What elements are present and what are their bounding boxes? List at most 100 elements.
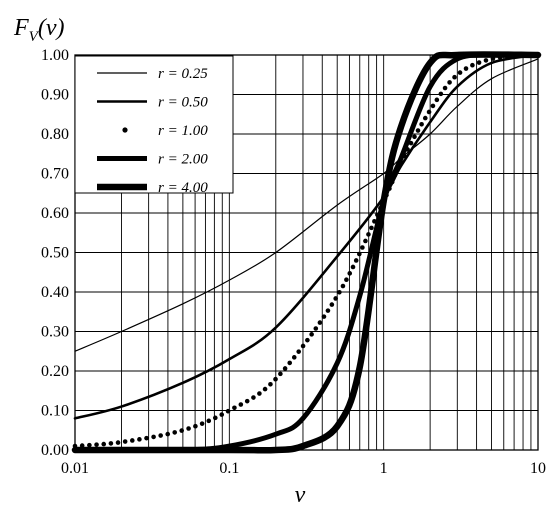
data-point — [321, 314, 327, 319]
data-point — [172, 430, 178, 435]
legend-label: r = 0.25 — [158, 66, 208, 82]
data-point — [232, 405, 237, 411]
data-point — [122, 439, 128, 444]
data-point — [430, 103, 436, 109]
data-point — [309, 332, 314, 337]
data-point — [447, 80, 452, 85]
data-point — [369, 225, 374, 231]
data-point — [79, 443, 85, 448]
data-point — [94, 442, 99, 447]
y-tick-label: 0.30 — [41, 324, 69, 341]
y-axis-ticks: 0.00 0.10 0.20 0.30 0.40 0.50 0.60 0.70 0.80 0.90… — [41, 47, 69, 459]
x-tick-label: 10 — [530, 460, 546, 477]
y-tick-label: 0.70 — [41, 166, 69, 183]
data-point — [452, 74, 457, 80]
y-axis-title-sub: V — [29, 29, 40, 45]
data-point — [108, 441, 114, 446]
data-point — [101, 441, 107, 447]
data-point — [212, 415, 218, 421]
data-point — [186, 426, 191, 431]
data-point — [244, 398, 250, 404]
y-tick-label: 0.10 — [41, 403, 69, 420]
legend-item: r = 4.00 — [97, 180, 208, 196]
y-tick-label: 0.20 — [41, 363, 69, 380]
y-tick-label: 0.00 — [41, 442, 69, 459]
legend-label: r = 0.50 — [158, 95, 208, 111]
data-point — [426, 109, 432, 115]
x-tick-label: 1 — [380, 460, 388, 477]
legend-label: r = 1.00 — [158, 123, 208, 139]
legend-box — [74, 55, 234, 194]
legend: r = 0.25 r = 0.50 r = 1.00 r = 2.00 r = 4.00 — [74, 55, 234, 196]
legend-label: r = 2.00 — [158, 152, 208, 168]
data-point — [340, 283, 346, 289]
y-tick-label: 1.00 — [41, 47, 69, 64]
data-point — [193, 423, 198, 429]
data-point — [158, 433, 163, 438]
y-tick-label: 0.90 — [41, 87, 69, 104]
data-point — [257, 391, 262, 396]
y-tick-label: 0.80 — [41, 126, 69, 143]
x-tick-label: 0.1 — [219, 460, 239, 477]
data-point — [353, 258, 359, 263]
series-r-0-25-line — [74, 58, 539, 352]
legend-swatch — [122, 127, 128, 133]
data-point — [87, 442, 92, 448]
data-point — [137, 437, 142, 442]
data-point — [268, 381, 273, 387]
data-point — [151, 434, 156, 440]
data-point — [412, 134, 417, 140]
y-axis-title-tail: (v) — [38, 15, 65, 41]
data-point — [415, 128, 421, 133]
data-point — [199, 421, 205, 426]
data-point — [262, 386, 268, 392]
data-point — [206, 418, 212, 424]
data-point — [438, 91, 444, 97]
data-point — [144, 435, 149, 441]
data-point — [273, 376, 278, 382]
data-point — [129, 438, 135, 443]
data-point — [457, 70, 463, 75]
data-point — [225, 408, 231, 414]
data-point — [422, 115, 428, 121]
data-point — [291, 355, 297, 360]
x-tick-label: 0.01 — [61, 460, 89, 477]
data-point — [347, 271, 353, 276]
data-point — [360, 245, 365, 250]
data-point — [278, 371, 283, 377]
data-point — [287, 360, 293, 366]
data-point — [463, 66, 469, 71]
data-point — [219, 412, 225, 417]
y-tick-label: 0.60 — [41, 205, 69, 222]
data-point — [434, 97, 440, 103]
data-point — [483, 58, 489, 63]
y-axis-title-main: F — [13, 15, 29, 41]
data-point — [325, 308, 331, 313]
y-axis-title: FV(v) — [13, 15, 64, 45]
legend-item: r = 2.00 — [97, 152, 208, 168]
data-point — [300, 343, 306, 349]
curves — [71, 51, 542, 454]
legend-item: r = 0.25 — [97, 66, 208, 82]
data-point — [357, 251, 362, 257]
legend-item: r = 1.00 — [122, 123, 208, 139]
y-tick-label: 0.40 — [41, 284, 69, 301]
data-point — [282, 366, 288, 371]
plot-frame — [74, 54, 539, 451]
data-point — [305, 337, 310, 343]
legend-item: r = 0.50 — [97, 95, 208, 111]
data-point — [317, 320, 323, 325]
data-point — [165, 431, 171, 437]
series-r-0-50-line — [73, 53, 540, 420]
x-axis-title: v — [295, 482, 306, 508]
data-point — [419, 121, 424, 127]
legend-label: r = 4.00 — [158, 180, 208, 196]
data-point — [337, 290, 342, 295]
x-axis-ticks: 0.01 0.1 1 10 — [61, 460, 546, 477]
data-point — [366, 232, 371, 237]
data-point — [344, 277, 349, 283]
series-r-2-00-line — [72, 52, 541, 453]
data-point — [329, 302, 335, 307]
data-point — [470, 62, 475, 68]
